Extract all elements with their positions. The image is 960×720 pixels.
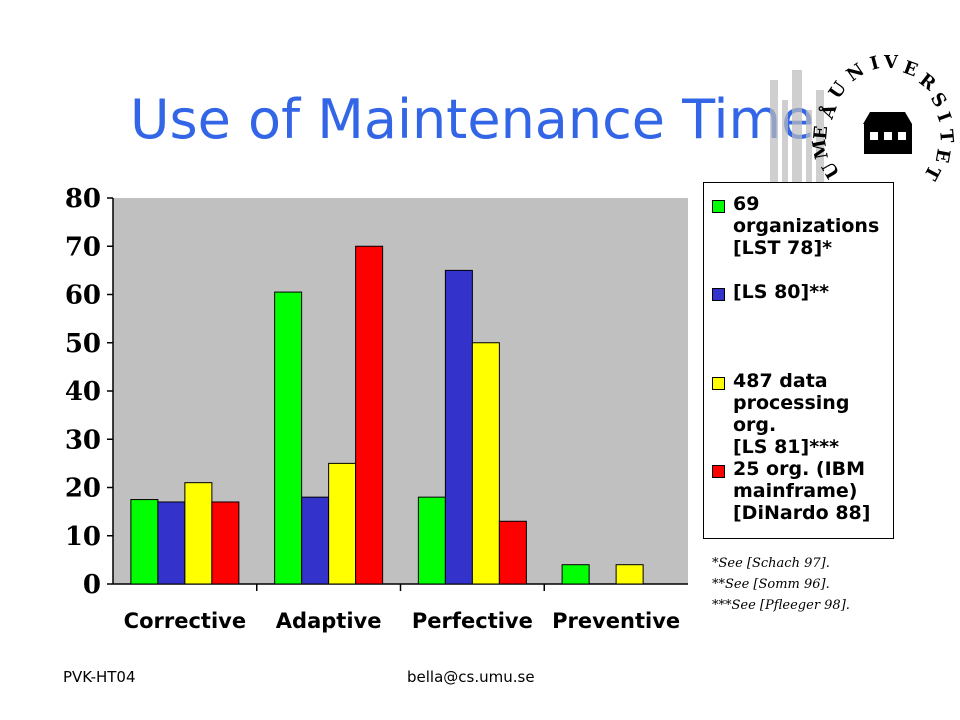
svg-text:E: E (810, 125, 832, 141)
x-tick-label: Adaptive (276, 609, 382, 633)
bar (355, 245, 384, 585)
legend-label: 69 organizations [LST 78]* (733, 193, 880, 259)
bar (184, 482, 213, 585)
svg-text:T: T (935, 129, 957, 145)
university-logo: U N I V E R S I T E T Å E M U (770, 52, 957, 190)
legend-item-ls81: 487 data processing org. [LS 81]*** (712, 370, 893, 458)
y-tick-label: 50 (65, 329, 101, 359)
footnote: ***See [Pfleeger 98]. (712, 598, 850, 613)
svg-text:U: U (825, 78, 851, 103)
chart-legend: 69 organizations [LST 78]* [LS 80]** 487… (703, 182, 894, 539)
svg-text:T: T (919, 162, 944, 184)
svg-text:I: I (868, 52, 882, 74)
slide-title: Use of Maintenance Time (130, 88, 815, 151)
y-tick-label: 40 (65, 377, 101, 407)
legend-item-dinardo88: 25 org. (IBM mainframe) [DiNardo 88] (712, 458, 870, 524)
bar (211, 501, 240, 585)
y-tick-label: 0 (83, 570, 101, 600)
svg-text:I: I (932, 110, 955, 125)
bar (498, 520, 527, 585)
legend-swatch-blue (712, 288, 725, 301)
footer-email: bella@cs.umu.se (407, 668, 535, 686)
x-tick-label: Preventive (552, 609, 680, 633)
legend-label: 487 data processing org. [LS 81]*** (733, 370, 850, 458)
bar (417, 496, 446, 585)
x-tick-label: Corrective (124, 609, 246, 633)
legend-item-lst78: 69 organizations [LST 78]* (712, 193, 879, 259)
svg-text:V: V (883, 52, 899, 73)
bar-chart: 0 10 20 30 40 50 60 70 80 Corrective Adaptive Perfe… (65, 184, 688, 633)
bar (130, 499, 159, 585)
bar (157, 501, 186, 585)
legend-item-ls80: [LS 80]** (712, 281, 829, 303)
legend-swatch-red (712, 465, 725, 478)
svg-text:E: E (900, 57, 920, 81)
bar (444, 269, 473, 585)
y-tick-label: 70 (65, 232, 101, 262)
y-tick-label: 30 (65, 425, 101, 455)
y-tick-label: 80 (65, 184, 101, 214)
footer-course-code: PVK-HT04 (63, 668, 136, 686)
bar (328, 462, 357, 585)
footnote: **See [Somm 96]. (712, 577, 830, 592)
bar (561, 564, 590, 585)
svg-text:S: S (926, 89, 951, 112)
y-tick-label: 10 (65, 522, 101, 552)
bar (615, 564, 644, 585)
svg-text:M: M (809, 137, 833, 160)
chart-footnotes: *See [Schach 97]. **See [Somm 96]. ***Se… (712, 553, 850, 616)
svg-text:R: R (915, 69, 941, 95)
x-tick-label: Perfective (412, 609, 533, 633)
y-tick-label: 60 (65, 281, 101, 311)
y-tick-label: 20 (65, 474, 101, 504)
legend-label: 25 org. (IBM mainframe) [DiNardo 88] (733, 458, 871, 524)
svg-text:E: E (931, 147, 954, 164)
svg-text:N: N (843, 59, 869, 86)
footnote: *See [Schach 97]. (712, 556, 830, 571)
bar (274, 291, 303, 585)
bar (471, 342, 500, 585)
legend-label: [LS 80]** (733, 281, 830, 303)
bar (301, 496, 330, 585)
legend-swatch-yellow (712, 377, 725, 390)
legend-swatch-green (712, 200, 725, 213)
